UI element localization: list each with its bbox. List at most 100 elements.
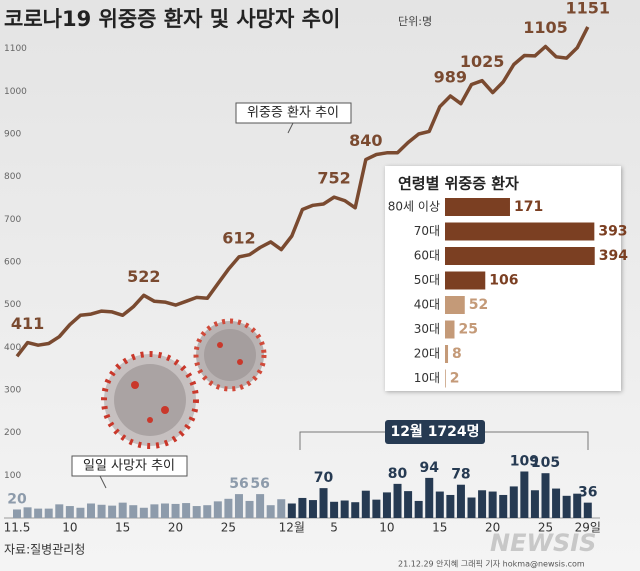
inset-value-label: 171 xyxy=(514,199,543,215)
bar xyxy=(182,503,191,518)
logo: NEWSIS xyxy=(490,529,596,557)
connector xyxy=(99,475,107,489)
bar-value-label: 78 xyxy=(451,467,470,483)
chart-title: 코로나19 위중증 환자 및 사망자 추이 xyxy=(4,7,340,31)
bar-value-label: 56 xyxy=(250,476,269,492)
bar xyxy=(404,491,413,518)
x-tick-label: 11.5 xyxy=(4,521,31,535)
y-tick-label: 300 xyxy=(4,386,21,396)
bar xyxy=(97,504,106,518)
x-tick-label: 10 xyxy=(379,521,394,535)
inset-category-label: 10대 xyxy=(414,371,440,385)
x-tick-label: 29일 xyxy=(575,521,601,535)
bar-value-label: 105 xyxy=(531,455,560,471)
series-label: 위중증 환자 추이 xyxy=(247,106,339,121)
x-tick-label: 15 xyxy=(115,521,130,535)
bar-value-label: 109 xyxy=(510,453,539,469)
inset-category-label: 80세 이상 xyxy=(388,200,440,214)
y-tick-label: 600 xyxy=(4,258,21,268)
line xyxy=(15,26,590,358)
x-tick-label: 20 xyxy=(168,521,183,535)
bar xyxy=(530,490,539,518)
bar xyxy=(382,492,391,518)
line-value-label: 411 xyxy=(11,314,44,333)
inset-category-label: 60대 xyxy=(414,249,440,263)
line-value-label: 1025 xyxy=(460,52,505,71)
x-tick-label: 12월 xyxy=(279,521,305,535)
bar xyxy=(224,498,233,518)
line-value-label: 989 xyxy=(434,68,467,87)
bar xyxy=(456,484,465,518)
inset-category-label: 20대 xyxy=(414,347,440,361)
y-tick-label: 1000 xyxy=(4,87,27,97)
source: 자료:질병관리청 xyxy=(4,543,85,557)
bar xyxy=(65,506,74,518)
bar xyxy=(108,505,117,518)
bar xyxy=(245,500,254,518)
bar xyxy=(319,488,328,518)
bar xyxy=(393,483,402,518)
bar-value-label: 94 xyxy=(419,460,439,476)
inset-bar xyxy=(445,345,449,363)
inset-value-label: 25 xyxy=(459,322,478,338)
inset-value-label: 394 xyxy=(599,248,628,264)
series-label-box xyxy=(71,455,188,477)
bar xyxy=(150,504,159,518)
bar xyxy=(425,477,434,518)
bar xyxy=(435,491,444,518)
bar xyxy=(499,494,508,518)
bar xyxy=(446,494,455,518)
bar xyxy=(256,494,265,518)
bar xyxy=(44,508,53,518)
x-tick-label: 25 xyxy=(538,521,553,535)
inset-value-label: 2 xyxy=(450,371,460,387)
x-tick-label: 25 xyxy=(221,521,236,535)
bar xyxy=(171,503,180,518)
y-tick-label: 500 xyxy=(4,300,21,310)
bar xyxy=(573,493,582,518)
y-tick-label: 200 xyxy=(4,428,21,438)
bar xyxy=(34,508,43,518)
y-tick-label: 100 xyxy=(4,471,21,481)
bar xyxy=(562,495,571,518)
bar xyxy=(86,503,95,518)
bar xyxy=(277,499,286,518)
inset-bar xyxy=(445,222,595,241)
inset-category-label: 30대 xyxy=(414,322,440,336)
y-tick-label: 700 xyxy=(4,215,21,225)
inset-category-label: 40대 xyxy=(414,298,440,312)
bar-value-label: 80 xyxy=(388,466,408,482)
connector xyxy=(287,122,294,134)
bar xyxy=(118,502,127,518)
bar xyxy=(340,500,349,518)
callout-box xyxy=(385,420,485,444)
x-tick-label: 20 xyxy=(485,521,500,535)
bar xyxy=(361,490,370,518)
inset-bar xyxy=(445,296,465,314)
line-value-label: 612 xyxy=(222,228,255,247)
inset-value-label: 52 xyxy=(469,297,488,313)
inset-bar xyxy=(445,198,510,216)
callout-text: 12월 1724명 xyxy=(390,423,479,440)
bar xyxy=(55,504,64,518)
bar-value-label: 56 xyxy=(229,476,248,492)
series-label-box xyxy=(235,102,352,124)
bar xyxy=(129,505,138,518)
y-tick-label: 1100 xyxy=(4,44,27,54)
inset-value-label: 393 xyxy=(598,224,627,240)
bar xyxy=(160,503,169,518)
line-value-label: 840 xyxy=(349,131,382,150)
inset-category-label: 70대 xyxy=(414,224,440,238)
line-value-label: 1151 xyxy=(566,0,611,17)
bar xyxy=(372,499,381,518)
bar xyxy=(351,502,360,518)
bar xyxy=(488,491,497,518)
inset-bar xyxy=(445,247,595,265)
line-value-label: 752 xyxy=(317,169,350,188)
bar-value-label: 20 xyxy=(7,491,27,507)
y-tick-label: 900 xyxy=(4,130,21,140)
bar xyxy=(23,507,32,518)
x-tick-label: 15 xyxy=(432,521,447,535)
x-tick-label: 10 xyxy=(62,521,77,535)
